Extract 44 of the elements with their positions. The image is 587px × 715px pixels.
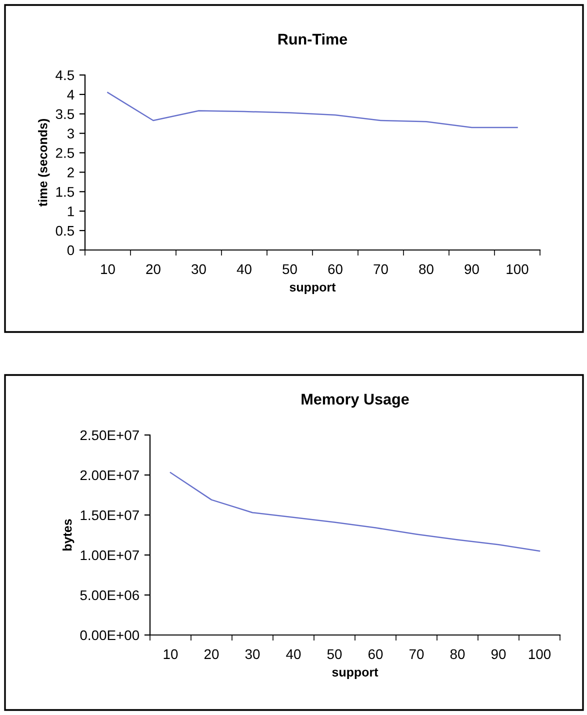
y-tick-label: 2.00E+07 bbox=[80, 470, 139, 480]
y-tick-label: 2.5 bbox=[56, 148, 74, 158]
x-tick-label: 50 bbox=[282, 264, 297, 274]
x-tick-label: 90 bbox=[491, 649, 506, 660]
x-tick-label: 20 bbox=[146, 264, 160, 274]
x-tick-label: 40 bbox=[236, 264, 252, 274]
y-axis-title: bytes bbox=[62, 519, 74, 550]
y-tick-label: 1.5 bbox=[56, 187, 74, 197]
y-tick-label: 0.00E+00 bbox=[80, 630, 140, 640]
x-tick-label: 30 bbox=[245, 649, 260, 660]
x-tick-label: 40 bbox=[286, 649, 301, 660]
x-tick-label: 60 bbox=[368, 649, 383, 660]
x-tick-label: 10 bbox=[164, 649, 178, 660]
y-tick-label: 4 bbox=[67, 90, 74, 100]
y-tick-label: 2 bbox=[68, 168, 74, 178]
y-tick-label: 5.00E+06 bbox=[80, 590, 139, 600]
y-tick-label: 4.5 bbox=[56, 70, 74, 80]
y-tick-label: 0.5 bbox=[56, 226, 74, 236]
y-tick-label: 1.00E+07 bbox=[80, 550, 139, 560]
x-tick-label: 90 bbox=[464, 264, 479, 274]
chart-title: Run-Time bbox=[278, 33, 348, 45]
line-series bbox=[107, 92, 518, 128]
x-tick-label: 80 bbox=[419, 264, 434, 274]
line-series bbox=[170, 472, 540, 552]
y-tick-label: 2.50E+07 bbox=[80, 430, 139, 440]
y-tick-label: 3.5 bbox=[56, 109, 74, 120]
x-tick-label: 80 bbox=[450, 649, 465, 660]
y-tick-label: 1 bbox=[68, 206, 74, 216]
x-tick-label: 100 bbox=[528, 649, 551, 660]
y-tick-label: 1.50E+07 bbox=[80, 510, 139, 520]
x-axis-title: support bbox=[290, 283, 336, 294]
x-tick-label: 20 bbox=[204, 649, 219, 660]
y-axis-title: time (seconds) bbox=[38, 119, 50, 206]
x-tick-label: 70 bbox=[374, 264, 388, 274]
x-tick-label: 10 bbox=[101, 264, 115, 274]
x-tick-label: 70 bbox=[409, 649, 424, 660]
x-tick-label: 60 bbox=[328, 264, 342, 274]
x-tick-label: 100 bbox=[506, 264, 528, 274]
y-tick-label: 0 bbox=[67, 245, 74, 256]
x-tick-label: 50 bbox=[327, 649, 342, 660]
y-tick-label: 3 bbox=[67, 128, 74, 139]
x-tick-label: 30 bbox=[192, 264, 206, 274]
x-axis-title: support bbox=[332, 668, 378, 680]
chart-title: Memory Usage bbox=[302, 394, 409, 408]
